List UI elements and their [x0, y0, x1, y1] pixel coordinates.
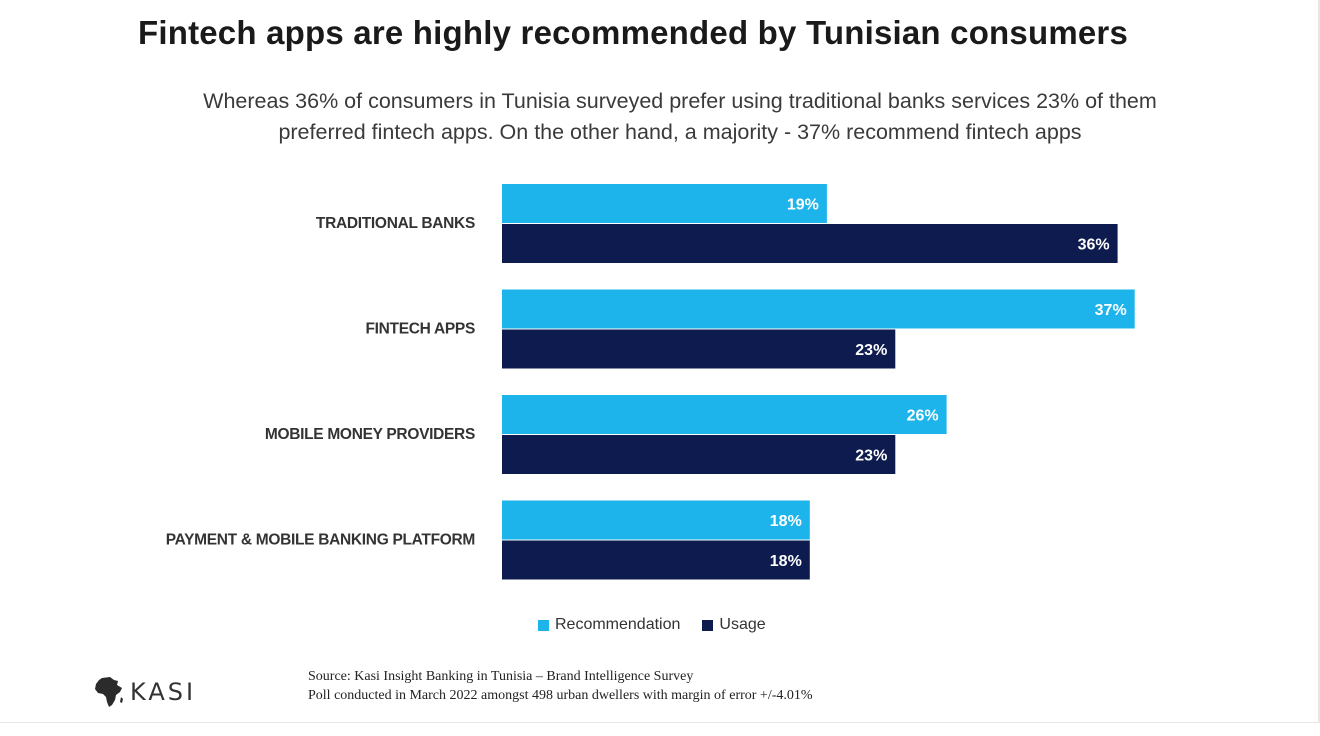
subtitle-line-2: preferred fintech apps. On the other han… — [278, 120, 1082, 144]
source-note: Source: Kasi Insight Banking in Tunisia … — [308, 667, 1008, 705]
bar-recommendation-traditional-banks — [502, 184, 827, 223]
chart-subtitle: Whereas 36% of consumers in Tunisia surv… — [130, 86, 1230, 148]
legend-swatch-recommendation — [538, 619, 549, 631]
legend-item-usage: Usage — [702, 616, 766, 634]
logo-wordmark: KASI — [130, 678, 197, 706]
bar-recommendation-mobile-money-providers — [502, 395, 947, 434]
subtitle-line-1: Whereas 36% of consumers in Tunisia surv… — [203, 89, 1157, 113]
value-label-recommendation-fintech-apps: 37% — [1095, 302, 1127, 319]
value-label-usage-payment-mobile-banking-platform: 18% — [770, 553, 802, 570]
category-label-mobile-money-providers: MOBILE MONEY PROVIDERS — [265, 426, 475, 443]
source-line-2: Poll conducted in March 2022 amongst 498… — [308, 688, 813, 703]
value-label-usage-traditional-banks: 36% — [1078, 237, 1110, 254]
chart-legend: Recommendation Usage — [538, 614, 766, 636]
bottom-divider — [0, 722, 1320, 736]
kasi-logo: KASI — [92, 674, 232, 710]
bar-usage-traditional-banks — [502, 224, 1118, 263]
chart-title: Fintech apps are highly recommended by T… — [137, 14, 1129, 51]
category-label-traditional-banks: TRADITIONAL BANKS — [316, 215, 475, 232]
bar-usage-mobile-money-providers — [502, 435, 896, 474]
category-label-fintech-apps: FINTECH APPS — [365, 321, 475, 338]
legend-item-recommendation: Recommendation — [538, 616, 680, 634]
bar-usage-payment-mobile-banking-platform — [502, 540, 810, 580]
bar-recommendation-fintech-apps — [502, 289, 1135, 329]
value-label-recommendation-mobile-money-providers: 26% — [907, 408, 939, 425]
value-label-recommendation-payment-mobile-banking-platform: 18% — [770, 513, 802, 530]
bar-recommendation-payment-mobile-banking-platform — [502, 500, 810, 540]
legend-swatch-usage — [702, 619, 714, 631]
legend-label-recommendation: Recommendation — [555, 616, 681, 633]
value-label-recommendation-traditional-banks: 19% — [787, 197, 819, 214]
category-label-payment-mobile-banking-platform: PAYMENT & MOBILE BANKING PLATFORM — [166, 532, 475, 549]
bar-usage-fintech-apps — [502, 329, 896, 369]
value-label-usage-fintech-apps: 23% — [855, 342, 887, 359]
source-line-1: Source: Kasi Insight Banking in Tunisia … — [308, 669, 694, 684]
legend-label-usage: Usage — [719, 616, 766, 633]
africa-map-icon — [95, 677, 123, 707]
value-label-usage-mobile-money-providers: 23% — [855, 448, 887, 465]
